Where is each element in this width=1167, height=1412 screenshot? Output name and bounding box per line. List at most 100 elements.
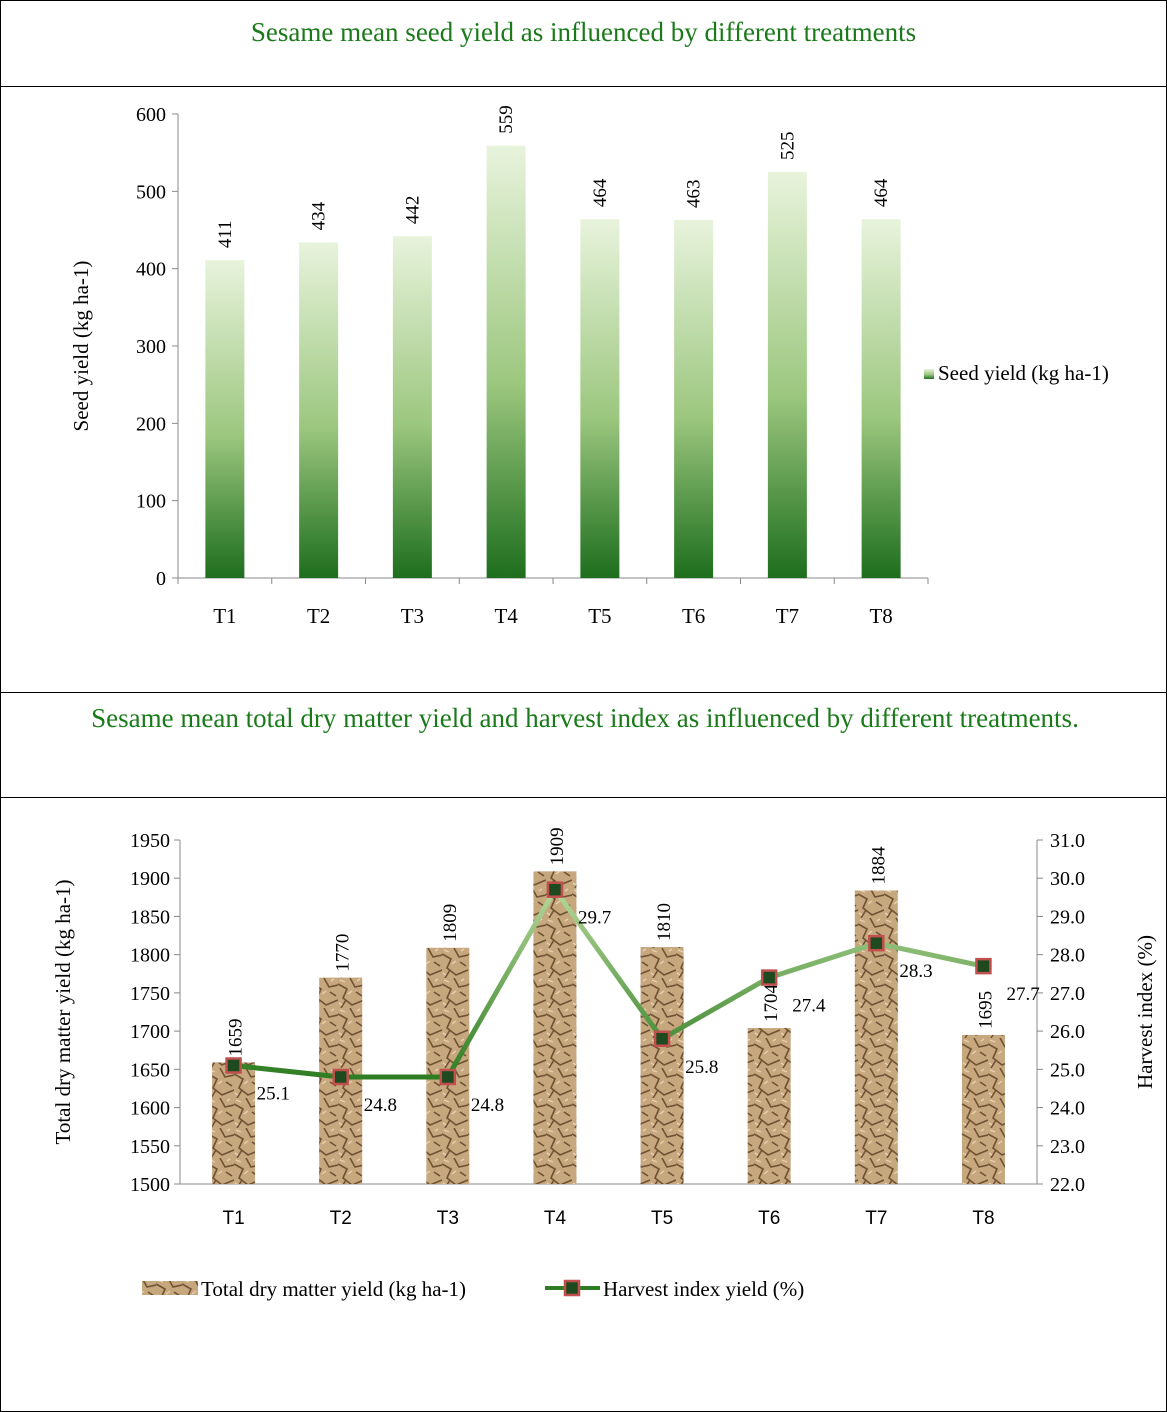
data-label: 1704 (761, 984, 782, 1023)
line-data-label: 27.7 (1006, 984, 1039, 1005)
x-tick-label: T4 (494, 604, 518, 628)
line-data-label: 25.1 (257, 1084, 290, 1105)
bar (426, 947, 470, 1184)
y2-tick-label: 31.0 (1050, 830, 1085, 852)
y2-tick-label: 25.0 (1050, 1059, 1085, 1081)
x-tick-label: T7 (865, 1208, 887, 1229)
y-axis-title: Total dry matter yield (kg ha-1) (51, 879, 75, 1144)
y-axis-title: Seed yield (kg ha-1) (69, 261, 93, 432)
data-label: 411 (215, 220, 236, 248)
bar (205, 260, 245, 578)
bar (767, 172, 807, 578)
y-tick-label: 1750 (130, 983, 170, 1005)
legend-label-bar: Total dry matter yield (kg ha-1) (201, 1277, 466, 1301)
line-data-label: 28.3 (899, 961, 932, 982)
line-data-label: 25.8 (685, 1057, 718, 1078)
bar (299, 242, 339, 578)
legend-swatch-bar (142, 1281, 198, 1295)
y2-tick-label: 24.0 (1050, 1098, 1085, 1120)
data-label: 1884 (868, 846, 889, 885)
bar (486, 145, 526, 578)
y-tick-label: 1700 (130, 1021, 170, 1043)
data-label: 434 (309, 201, 330, 230)
y2-tick-label: 23.0 (1050, 1136, 1085, 1158)
x-tick-label: T6 (758, 1208, 780, 1229)
x-tick-label: T3 (401, 604, 424, 628)
legend-label-line: Harvest index yield (%) (603, 1277, 804, 1301)
y-tick-label: 1800 (130, 945, 170, 967)
x-tick-label: T5 (588, 604, 611, 628)
x-tick-label: T7 (776, 604, 799, 628)
y-tick-label: 200 (136, 413, 166, 435)
data-label: 464 (590, 178, 611, 207)
y-tick-label: 500 (136, 181, 166, 203)
line-marker (439, 1068, 457, 1086)
x-tick-label: T1 (222, 1208, 244, 1229)
data-label: 1659 (226, 1018, 247, 1056)
dry-matter-chart: 1500 1550 1600 1650 1700 1750 1800 1850 1900 1950… (51, 827, 1157, 1301)
line-data-label: 29.7 (578, 908, 611, 929)
data-label: 1810 (654, 903, 675, 941)
divider (0, 692, 1167, 693)
x-tick-label: T8 (869, 604, 892, 628)
bar (392, 236, 432, 579)
bar (533, 871, 577, 1184)
y-tick-label: 100 (136, 491, 166, 513)
y2-tick-label: 27.0 (1050, 983, 1085, 1005)
y-tick-label: 1650 (130, 1059, 170, 1081)
bar (580, 219, 620, 578)
chart2-title: Sesame mean total dry matter yield and h… (91, 703, 1079, 733)
y-tick-label: 600 (136, 104, 166, 126)
y-tick-label: 400 (136, 259, 166, 281)
data-label: 1770 (333, 934, 354, 972)
data-label: 1809 (440, 904, 461, 942)
line-marker (868, 934, 885, 952)
chart1-title: Sesame mean seed yield as influenced by … (250, 17, 917, 47)
y-tick-label: 0 (156, 568, 166, 590)
line-marker (760, 969, 778, 986)
y2-tick-label: 30.0 (1050, 868, 1085, 890)
y-tick-label: 1850 (130, 906, 170, 928)
x-tick-label: T5 (651, 1208, 673, 1229)
legend-swatch (924, 369, 934, 379)
y2-axis-title: Harvest index (%) (1133, 935, 1157, 1089)
bar (747, 1028, 791, 1184)
data-label: 442 (402, 196, 423, 225)
x-tick-label: T6 (682, 604, 705, 628)
data-label: 463 (684, 179, 705, 208)
bar (854, 890, 898, 1184)
x-tick-label: T1 (213, 604, 236, 628)
legend-swatch-marker (563, 1279, 581, 1297)
bar (861, 219, 901, 578)
x-tick-label: T8 (972, 1208, 994, 1229)
line-marker (546, 881, 564, 898)
data-label: 559 (496, 105, 517, 134)
x-tick-label: T2 (307, 604, 330, 628)
bar (674, 219, 714, 579)
y2-tick-label: 29.0 (1050, 906, 1085, 928)
harvest-index-line (233, 887, 984, 1080)
bar (640, 947, 684, 1184)
line-marker (225, 1057, 242, 1074)
divider (0, 86, 1167, 87)
divider (0, 797, 1167, 798)
line-data-label: 24.8 (364, 1095, 397, 1116)
y2-tick-label: 28.0 (1050, 945, 1085, 967)
line-marker (332, 1068, 349, 1086)
y2-tick-label: 22.0 (1050, 1174, 1085, 1196)
seed-yield-chart: 0 100 200 300 400 500 600 T1 411 T2 434 T3 442 T4 559 T… (69, 104, 1109, 628)
y-tick-label: 1500 (130, 1174, 170, 1196)
y-tick-label: 1950 (130, 830, 170, 852)
line-data-label: 27.4 (792, 996, 826, 1017)
x-tick-label: T2 (330, 1208, 352, 1229)
x-tick-label: T4 (544, 1208, 567, 1229)
y-tick-label: 1550 (130, 1136, 170, 1158)
data-label: 525 (777, 132, 798, 161)
x-tick-label: T3 (437, 1208, 459, 1229)
bar (961, 1034, 1005, 1184)
data-label: 1695 (975, 991, 996, 1029)
y2-tick-label: 26.0 (1050, 1021, 1085, 1043)
line-marker (653, 1030, 671, 1048)
line-data-label: 24.8 (471, 1095, 504, 1116)
y-tick-label: 300 (136, 336, 166, 358)
